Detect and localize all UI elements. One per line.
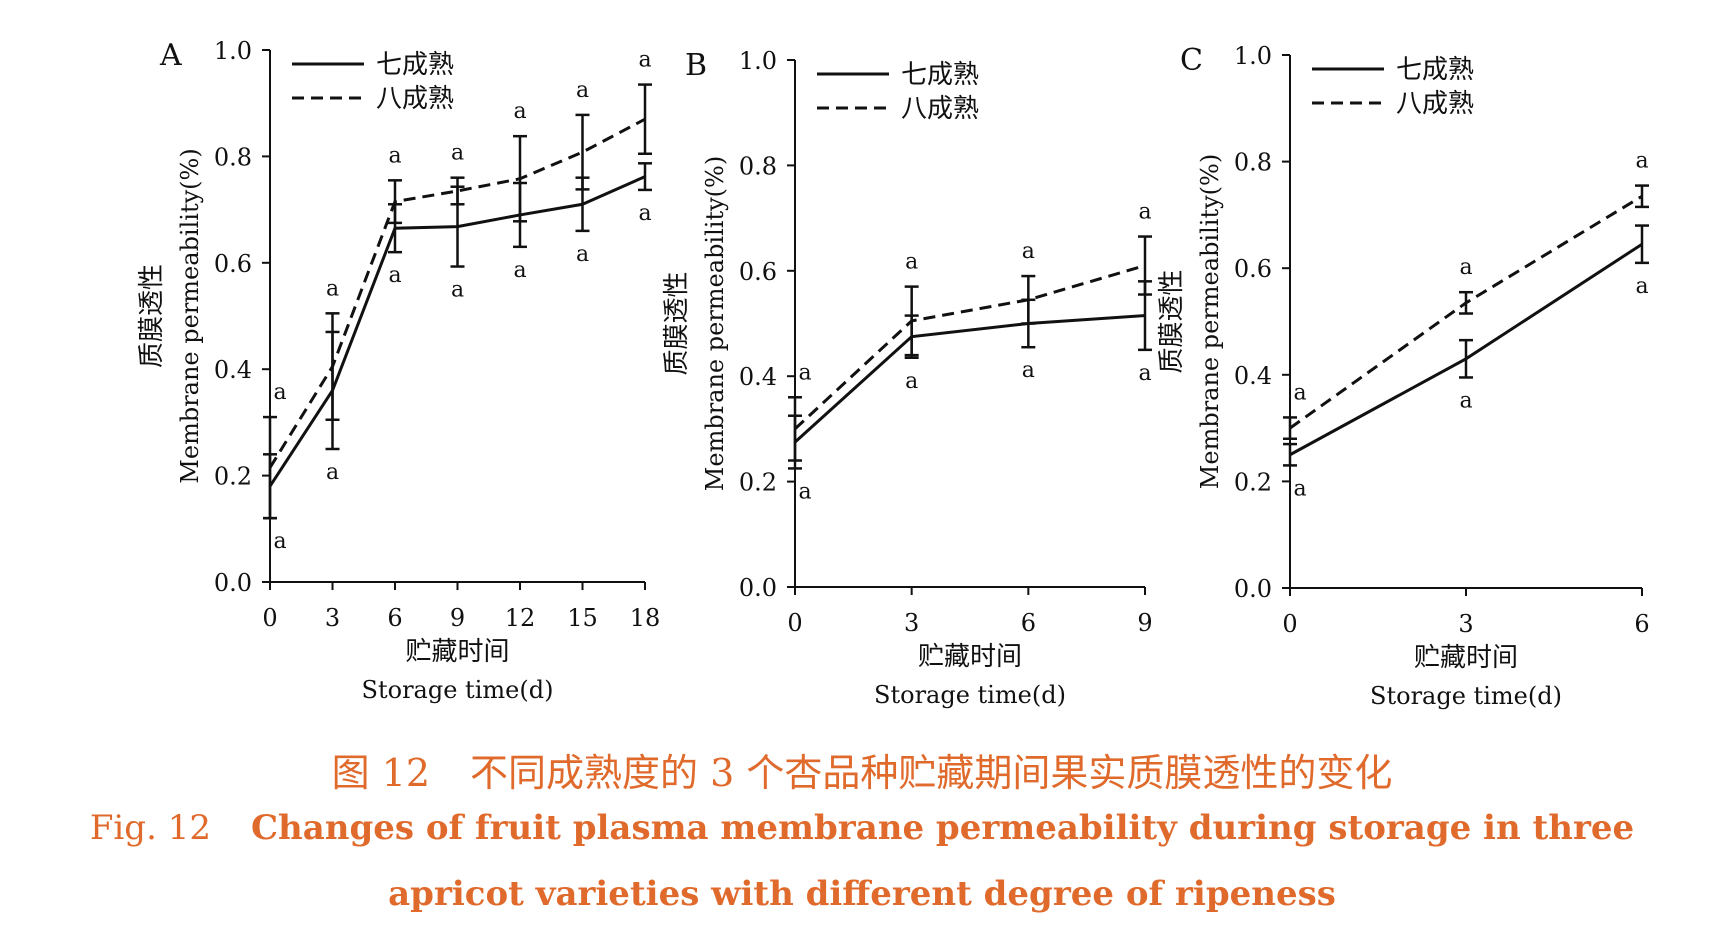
panel-c-x-tick-label: 0 [1282,610,1297,638]
panel-b-significance-label: a [798,360,811,385]
panel-a-significance-label: a [326,276,339,301]
panel-c-y-tick-label: 0.2 [1234,468,1272,496]
panel-a-significance-label: a [273,380,286,405]
panel-a-label: A [159,38,182,73]
panel-c-significance-label: a [1635,149,1648,174]
panel-a-significance-label: a [513,99,526,124]
panel-c-significance-label: a [1293,476,1306,501]
panel-c-significance-label: a [1459,255,1472,280]
caption-english-line2: apricot varieties with different degree … [388,874,1336,914]
panel-a-significance-label: a [576,78,589,103]
panel-a-significance-label: a [638,201,651,226]
panel-a-y-tick-label: 0.2 [214,463,252,491]
panel-c-y-title-en: Membrane permeability(%) [1196,154,1224,489]
panel-b-legend-label-2: 八成熟 [901,94,979,124]
panel-a-y-title-cn: 质膜透性 [137,264,167,368]
figure: 0.0 0.2 0.4 0.6 0.8 1.0 0 3 6 9 12 15 18 A 贮藏时间 Storage… [137,37,1650,710]
panel-c-y-tick-label: 0.6 [1234,255,1272,283]
panel-a-y-tick-label: 0.0 [214,569,252,597]
panel-a-significance-label: a [388,263,401,288]
panel-b-x-tick-label: 9 [1137,609,1152,637]
panel-b-y-tick-label: 0.0 [739,574,777,602]
panel-b-significance-label: a [798,479,811,504]
panel-c-y-tick-label: 0.4 [1234,362,1272,390]
panel-a-significance-label: a [388,143,401,168]
panel-a-significance-label: a [638,48,651,73]
panel-c-legend-label-2: 八成熟 [1396,89,1474,119]
panel-b-legend-label-1: 七成熟 [901,60,979,90]
panel-b-significance-label: a [905,369,918,394]
panel-c-x-tick-label: 6 [1634,610,1649,638]
panel-a-y-title-en: Membrane permeability(%) [176,148,204,483]
panel-a-x-tick-label: 6 [387,604,402,632]
panel-b-y-title-cn: 质膜透性 [662,271,692,375]
panel-a-x-tick-label: 9 [450,604,465,632]
panel-b-series-line-2 [793,264,1146,431]
panel-b-series-line-1 [793,314,1146,444]
panel-c-x-title-en: Storage time(d) [1370,682,1562,710]
caption-cn-text: 不同成熟度的 3 个杏品种贮藏期间果实质膜透性的变化 [470,751,1393,795]
panel-a-legend-label-2: 八成熟 [376,84,454,114]
caption-chinese: 图 12 不同成熟度的 3 个杏品种贮藏期间果实质膜透性的变化 [0,742,1724,797]
panel-c-x-title-cn: 贮藏时间 [1414,643,1518,673]
panel-b-label: B [685,48,707,83]
panel-c-y-tick-label: 1.0 [1234,42,1272,70]
panel-a-significance-label: a [273,529,286,554]
panel-b-significance-label: a [1138,361,1151,386]
caption-en-text-1: Changes of fruit plasma membrane permeab… [250,808,1635,848]
panel-a-y-tick-label: 1.0 [214,37,252,65]
panel-b-significance-label: a [1022,358,1035,383]
caption-en-label: Fig. 12 [89,808,211,848]
panel-c-y-title-cn: 质膜透性 [1157,269,1187,373]
panel-b-y-tick-label: 0.4 [739,363,777,391]
panel-a-significance-label: a [451,278,464,303]
panel-a-x-tick-label: 15 [567,604,598,632]
panel-a-x-tick-label: 12 [505,604,536,632]
panel-b-significance-label: a [1022,239,1035,264]
panel-b-x-title-cn: 贮藏时间 [918,642,1022,672]
panel-c-significance-label: a [1293,380,1306,405]
panel-a-y-tick-label: 0.4 [214,356,252,384]
caption-english-line1: Fig. 12 Changes of fruit plasma membrane … [0,808,1724,848]
panel-b-x-tick-label: 0 [787,609,802,637]
panel-a-x-title-en: Storage time(d) [362,676,554,704]
panel-a-significance-label: a [326,460,339,485]
panel-b-y-tick-label: 0.2 [739,469,777,497]
panel-b-x-title-en: Storage time(d) [874,681,1066,709]
panel-c-legend-label-1: 七成熟 [1396,55,1474,85]
panel-b-x-tick-label: 3 [904,609,919,637]
panel-c-significance-label: a [1635,274,1648,299]
panel-a-significance-label: a [576,242,589,267]
panel-b-y-tick-label: 0.6 [739,258,777,286]
panel-a-y-tick-label: 0.8 [214,143,252,171]
panel-b-y-tick-label: 1.0 [739,47,777,75]
panel-b-significance-label: a [905,250,918,275]
panel-b-significance-label: a [1138,200,1151,225]
panel-a-x-tick-label: 3 [325,604,340,632]
panel-c-label: C [1180,43,1203,78]
panel-a-x-tick-label: 0 [262,604,277,632]
panel-a-significance-label: a [513,258,526,283]
panel-b-x-tick-label: 6 [1021,609,1036,637]
panel-a-y-tick-label: 0.6 [214,250,252,278]
panel-c-x-tick-label: 3 [1458,610,1473,638]
panel-c-significance-label: a [1459,388,1472,413]
panel-b-y-tick-label: 0.8 [739,152,777,180]
panel-c-y-tick-label: 0.8 [1234,149,1272,177]
panel-a-significance-label: a [451,141,464,166]
caption-cn-label: 图 12 [331,751,431,795]
panel-c-y-tick-label: 0.0 [1234,575,1272,603]
panel-a-x-title-cn: 贮藏时间 [405,637,509,667]
panel-a-x-tick-label: 18 [630,604,661,632]
panel-b-y-title-en: Membrane permeability(%) [701,156,729,491]
panel-a-legend-label-1: 七成熟 [376,50,454,80]
